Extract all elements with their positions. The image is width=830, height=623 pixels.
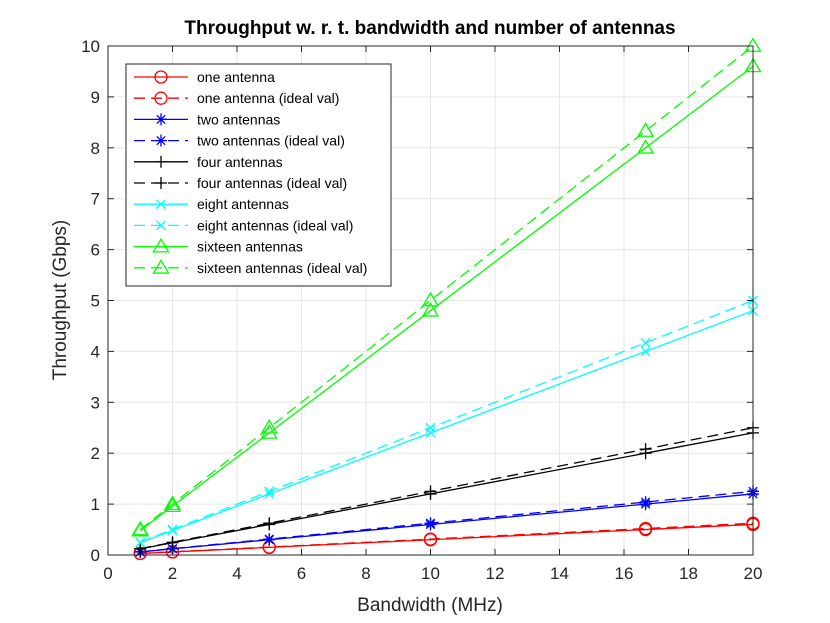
y-tick-label: 9 — [91, 88, 100, 107]
data-point — [264, 488, 275, 499]
data-point — [166, 536, 179, 549]
data-point — [640, 346, 651, 357]
y-tick-label: 2 — [91, 444, 100, 463]
y-tick-label: 0 — [91, 546, 100, 565]
data-point — [167, 524, 178, 535]
legend-marker — [155, 134, 167, 147]
data-point — [263, 533, 276, 546]
legend-entry: two antennas — [197, 111, 280, 127]
legend-marker — [152, 237, 170, 253]
data-point — [264, 486, 275, 497]
series-line-7 — [140, 299, 754, 543]
x-tick-label: 2 — [168, 564, 177, 583]
data-point — [134, 542, 147, 555]
data-point — [640, 337, 651, 348]
legend-entry: four antennas (ideal val) — [197, 175, 347, 191]
x-tick-label: 8 — [361, 564, 370, 583]
y-axis-label: Throughput (Gbps) — [50, 220, 71, 381]
x-tick-label: 0 — [103, 564, 112, 583]
data-point — [425, 422, 436, 433]
data-point — [636, 122, 655, 137]
data-point — [639, 443, 652, 456]
data-point — [421, 301, 440, 317]
y-tick-label: 1 — [91, 495, 100, 514]
x-tick-label: 16 — [615, 564, 634, 583]
data-point — [260, 418, 278, 434]
y-tick-label: 8 — [91, 139, 100, 158]
data-point — [638, 521, 653, 536]
data-point — [131, 520, 149, 536]
y-tick-label: 5 — [91, 292, 100, 311]
data-point — [167, 525, 178, 536]
data-point — [421, 291, 440, 307]
data-point — [263, 517, 276, 530]
legend-entry: four antennas — [197, 154, 283, 170]
legend-marker — [152, 259, 170, 274]
data-point — [135, 537, 146, 548]
legend-entry: eight antennas — [197, 196, 289, 212]
legend-marker — [155, 177, 167, 189]
y-tick-label: 4 — [91, 342, 100, 361]
series-line-8 — [139, 65, 754, 532]
legend: one antenna one antenna (ideal val) two an… — [125, 63, 392, 287]
legend-entry: eight antennas (ideal val) — [197, 217, 353, 233]
data-point — [636, 139, 655, 154]
legend-entry: sixteen antennas (ideal val) — [197, 260, 367, 276]
x-tick-label: 6 — [297, 564, 306, 583]
x-tick-label: 12 — [486, 564, 505, 583]
legend-marker — [156, 220, 166, 231]
legend-box — [125, 63, 392, 287]
legend-entry: sixteen antennas — [197, 239, 303, 255]
legend-marker — [155, 113, 167, 126]
data-point — [424, 485, 437, 498]
series-layer — [131, 37, 762, 561]
legend-marker — [155, 155, 167, 168]
y-tick-label: 10 — [81, 37, 100, 56]
legend-entry: one antenna (ideal val) — [197, 90, 339, 106]
x-tick-label: 10 — [421, 564, 440, 583]
data-point — [423, 532, 438, 546]
series-line-5 — [140, 427, 754, 550]
legend-marker — [154, 91, 168, 105]
y-tick-label: 3 — [91, 393, 100, 412]
x-tick-label: 14 — [550, 564, 569, 583]
chart-title: Throughput w. r. t. bandwidth and number… — [184, 18, 675, 39]
y-tick-label: 6 — [91, 241, 100, 260]
legend-marker — [156, 199, 166, 210]
data-point — [260, 424, 278, 439]
data-point — [424, 517, 437, 530]
legend-entry: two antennas (ideal val) — [197, 133, 345, 149]
x-axis-label: Bandwidth (MHz) — [357, 595, 503, 616]
x-tick-label: 4 — [232, 564, 241, 583]
series-line-6 — [140, 310, 754, 544]
series-line-9 — [139, 45, 754, 531]
legend-entry: one antenna — [197, 69, 275, 85]
y-tick-label: 7 — [91, 190, 100, 209]
data-point — [163, 497, 182, 513]
legend-marker — [154, 70, 168, 84]
x-tick-label: 18 — [679, 564, 698, 583]
data-point — [639, 496, 652, 509]
data-point — [163, 495, 182, 510]
x-tick-label: 20 — [744, 564, 763, 583]
